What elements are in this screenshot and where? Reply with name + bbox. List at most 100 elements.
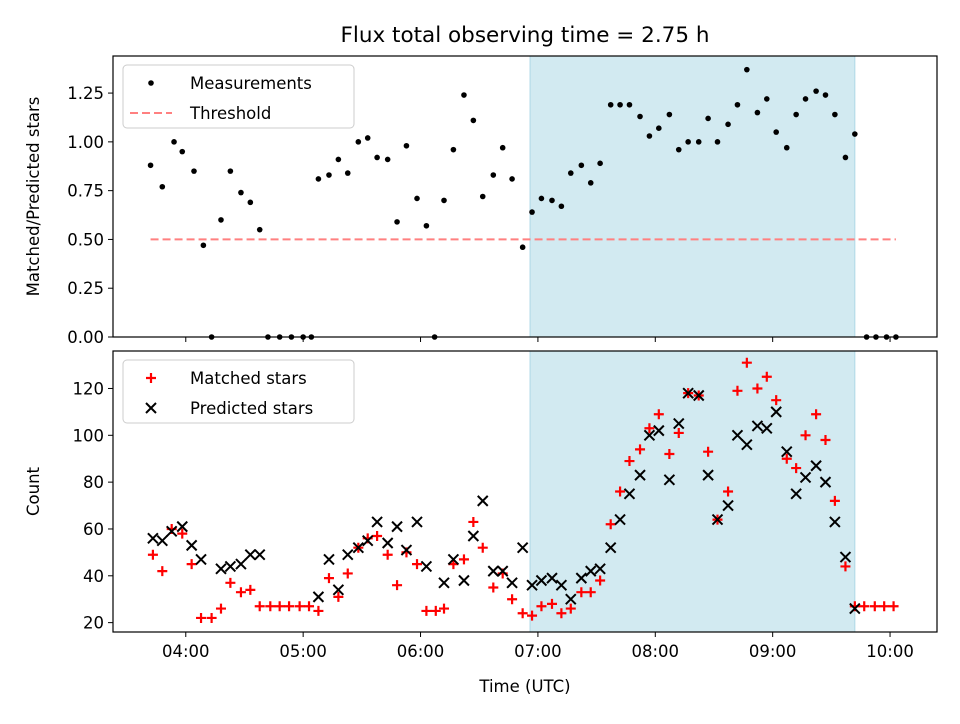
measurement-point bbox=[335, 156, 342, 163]
measurement-point bbox=[567, 170, 574, 176]
predicted-point bbox=[244, 549, 257, 561]
measurement-point bbox=[461, 92, 467, 98]
measurement-point bbox=[744, 66, 750, 73]
matched-point bbox=[372, 530, 383, 541]
predicted-point bbox=[195, 553, 207, 566]
matched-point bbox=[468, 516, 479, 527]
matched-point bbox=[664, 449, 675, 460]
matched-point bbox=[294, 601, 305, 612]
legend-label: Measurements bbox=[190, 74, 312, 93]
matched-point bbox=[800, 430, 811, 441]
measurement-point bbox=[384, 156, 391, 163]
predicted-point bbox=[411, 516, 423, 528]
measurement-point bbox=[666, 111, 673, 118]
measurement-point bbox=[764, 96, 770, 102]
measurement-point bbox=[793, 111, 799, 118]
matched-point bbox=[741, 357, 752, 368]
predicted-point bbox=[224, 560, 237, 573]
top-observing-window bbox=[529, 55, 856, 338]
matched-point bbox=[585, 587, 596, 598]
x-tick-label: 08:00 bbox=[632, 642, 680, 661]
top-legend: Measurements Threshold bbox=[122, 64, 355, 129]
y-tick-label: 20 bbox=[83, 614, 104, 633]
measurement-point bbox=[626, 101, 633, 108]
matched-point bbox=[333, 591, 344, 602]
measurement-point bbox=[238, 189, 244, 196]
x-tick-label: 04:00 bbox=[162, 642, 210, 661]
matched-point bbox=[829, 495, 840, 506]
measurement-point bbox=[725, 121, 731, 128]
legend-predicted-marker bbox=[145, 402, 157, 414]
predicted-point bbox=[420, 560, 433, 573]
top-y-axis-label: Matched/Predicted stars bbox=[24, 97, 43, 297]
predicted-point bbox=[594, 563, 606, 575]
matched-point bbox=[605, 519, 616, 530]
y-tick-label: 1.00 bbox=[67, 133, 104, 152]
predicted-point bbox=[312, 591, 325, 603]
predicted-point bbox=[352, 541, 365, 554]
matched-point bbox=[595, 575, 606, 586]
measurement-point bbox=[423, 222, 430, 229]
measurement-point bbox=[734, 101, 741, 108]
matched-point bbox=[761, 371, 772, 382]
measurement-point bbox=[218, 217, 224, 223]
matched-point bbox=[284, 601, 295, 612]
predicted-point bbox=[761, 422, 773, 434]
x-tick-label: 05:00 bbox=[279, 642, 327, 661]
predicted-point bbox=[799, 471, 812, 484]
measurement-point bbox=[607, 101, 614, 108]
top-axes-frame bbox=[112, 55, 938, 338]
predicted-point bbox=[391, 520, 403, 533]
matched-point bbox=[517, 608, 528, 619]
matched-point bbox=[771, 395, 782, 406]
matched-point bbox=[752, 383, 763, 394]
matched-point bbox=[304, 601, 315, 612]
measurement-point bbox=[558, 203, 565, 210]
predicted-point bbox=[438, 577, 450, 589]
matched-point bbox=[235, 587, 246, 598]
series-measurements bbox=[147, 66, 899, 340]
figure-title: Flux total observing time = 2.75 h bbox=[341, 23, 710, 48]
predicted-point bbox=[653, 424, 665, 437]
matched-point bbox=[477, 542, 488, 553]
measurement-point bbox=[802, 96, 809, 102]
measurement-point bbox=[529, 209, 535, 215]
predicted-point bbox=[741, 438, 753, 451]
y-tick-label: 1.25 bbox=[67, 84, 104, 103]
measurement-point bbox=[179, 148, 186, 155]
matched-point bbox=[703, 446, 714, 457]
matched-point bbox=[439, 603, 450, 614]
predicted-point bbox=[702, 469, 714, 481]
bottom-y-axis-label: Count bbox=[24, 466, 43, 516]
matched-point bbox=[186, 559, 197, 570]
matched-point bbox=[382, 549, 393, 560]
matched-point bbox=[791, 463, 802, 474]
y-tick-label: 100 bbox=[73, 426, 105, 445]
predicted-point bbox=[400, 544, 413, 556]
measurement-point bbox=[394, 219, 400, 225]
matched-point bbox=[879, 601, 890, 612]
y-tick-label: 0.00 bbox=[67, 328, 104, 347]
measurement-point bbox=[200, 242, 207, 249]
x-tick-label: 09:00 bbox=[749, 642, 797, 661]
matched-point bbox=[624, 456, 635, 467]
matched-point bbox=[527, 610, 538, 621]
x-tick-label: 10:00 bbox=[866, 642, 914, 661]
measurement-point bbox=[646, 133, 653, 139]
measurement-point bbox=[832, 111, 838, 118]
predicted-point bbox=[731, 429, 744, 442]
measurement-point bbox=[519, 244, 526, 251]
predicted-point bbox=[535, 574, 548, 587]
matched-point bbox=[723, 486, 734, 497]
matched-point bbox=[412, 559, 423, 570]
matched-point bbox=[615, 486, 626, 497]
predicted-point bbox=[165, 525, 178, 538]
measurement-point bbox=[637, 113, 643, 120]
predicted-point bbox=[185, 539, 198, 552]
matched-point bbox=[556, 608, 567, 619]
matched-point bbox=[888, 601, 899, 612]
matched-point bbox=[196, 612, 207, 623]
predicted-point bbox=[381, 537, 394, 549]
matched-point bbox=[536, 601, 547, 612]
